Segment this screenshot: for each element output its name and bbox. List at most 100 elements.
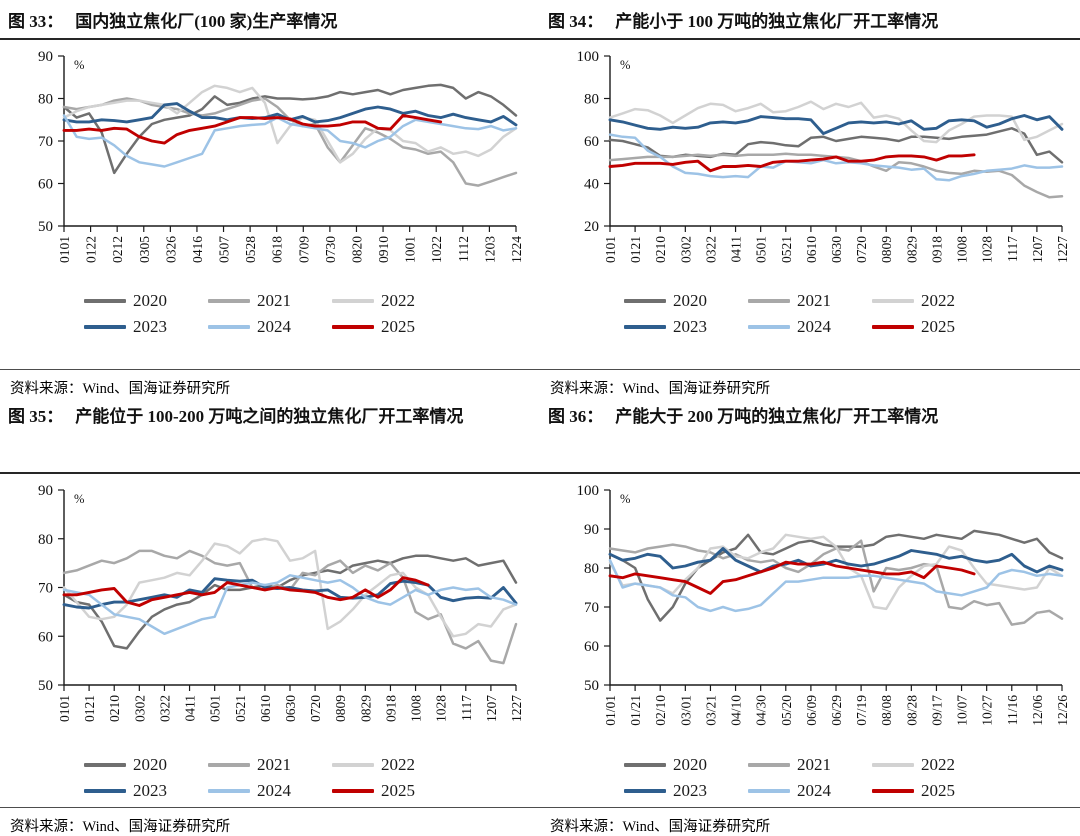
legend-label: 2023: [133, 317, 167, 336]
legend-item-2025: 2025: [332, 316, 456, 338]
x-axis-tick-label: 1028: [980, 236, 995, 263]
series-line-2021: [62, 97, 518, 187]
y-axis-tick-label: 40: [584, 177, 599, 193]
legend-swatch: [84, 299, 126, 303]
series-line-2022: [608, 100, 1064, 144]
y-axis-tick-label: 90: [584, 522, 599, 538]
x-axis-tick-label: 0302: [132, 695, 147, 722]
legend-item-2022: 2022: [332, 290, 456, 312]
legend-swatch: [332, 763, 374, 767]
legend-swatch: [332, 299, 374, 303]
legend-swatch: [84, 789, 126, 793]
legend-swatch: [84, 325, 126, 329]
line-chart-svg: 50 60 70 80 90 % 0101 0121 0210 0302 0322 0411 0501 0…: [38, 483, 524, 722]
x-axis-tick-label: 1203: [482, 236, 497, 263]
x-axis-tick-label: 0528: [243, 236, 258, 263]
legend-swatch: [208, 325, 250, 329]
x-axis-tick-label: 1117: [1005, 236, 1020, 262]
figure-title-area: 图 34： 产能小于 100 万吨的独立焦化厂开工率情况: [540, 6, 1080, 40]
x-axis-tick-label: 0709: [296, 236, 311, 263]
y-axis-unit-label: %: [74, 492, 84, 506]
legend-label: 2021: [797, 291, 831, 310]
figure-row-top: 图 33： 国内独立焦化厂(100 家)生产率情况 50 60 70 80 90% 0101…: [0, 6, 1080, 398]
figure-title-area: 图 36： 产能大于 200 万吨的独立焦化厂开工率情况: [540, 398, 1080, 474]
y-axis-unit-label: %: [74, 58, 84, 72]
x-axis-tick-label: 0121: [82, 695, 97, 722]
x-axis-tick-label: 1112: [456, 236, 471, 262]
x-axis-tick-label: 1227: [1055, 236, 1070, 263]
series-line-2023: [62, 102, 518, 127]
y-axis-unit-label: %: [620, 492, 630, 506]
legend-item-2021: 2021: [748, 290, 872, 312]
legend-label: 2020: [133, 291, 167, 310]
series-line-2025: [608, 560, 976, 595]
legend-label: 2022: [921, 291, 955, 310]
figure-title-area: 图 33： 国内独立焦化厂(100 家)生产率情况: [0, 6, 540, 40]
y-axis-tick-label: 80: [584, 561, 599, 577]
legend-item-2025: 2025: [872, 780, 996, 802]
axis-lines: [63, 56, 516, 227]
series-line-2024: [608, 133, 1064, 182]
source-row: 资料来源：Wind、国海证券研究所: [540, 369, 1080, 398]
x-axis-tick-label: 08/28: [904, 695, 919, 726]
legend-item-2021: 2021: [208, 290, 332, 312]
x-axis-tick-label: 0302: [678, 236, 693, 263]
x-axis-tick-label: 0829: [358, 695, 373, 722]
x-axis-tick-label: 11/16: [1005, 695, 1020, 725]
y-axis-tick-label: 50: [584, 678, 599, 694]
series-line-2025: [608, 153, 976, 173]
y-axis-tick-label: 80: [584, 92, 599, 108]
figure-title-text: 产能小于 100 万吨的独立焦化厂开工率情况: [615, 12, 939, 31]
legend-label: 2025: [921, 781, 955, 800]
legend-swatch: [624, 763, 666, 767]
legend-label: 2024: [797, 781, 831, 800]
legend-label: 2020: [133, 755, 167, 774]
x-axis-tick-label: 08/08: [879, 695, 894, 726]
x-axis-tick-label: 1001: [403, 236, 418, 263]
x-axis-tick-label: 0322: [157, 695, 172, 722]
x-axis-tick-label: 0416: [190, 236, 205, 263]
legend-swatch: [332, 325, 374, 329]
legend-item-2025: 2025: [332, 780, 456, 802]
x-axis-tick-label: 10/07: [955, 695, 970, 726]
chart-cell-fig33: 图 33： 国内独立焦化厂(100 家)生产率情况 50 60 70 80 90% 0101…: [0, 6, 540, 398]
x-axis-tick-label: 0610: [258, 695, 273, 722]
x-axis-tick-label: 0730: [323, 236, 338, 263]
x-axis-tick-label: 0322: [703, 236, 718, 263]
x-axis-tick-label: 0212: [110, 236, 125, 263]
x-axis-tick-label: 12/06: [1030, 695, 1045, 726]
figure-number-label: 图 35：: [8, 407, 64, 426]
legend-swatch: [208, 299, 250, 303]
x-axis-tick-label: 0210: [107, 695, 122, 722]
x-axis-tick-label: 0501: [754, 236, 769, 263]
figure-title-text: 产能大于 200 万吨的独立焦化厂开工率情况: [615, 407, 939, 426]
x-axis-tick-label: 01/01: [603, 695, 618, 726]
series-line-2024: [62, 574, 518, 636]
x-axis-tick-label: 0918: [383, 695, 398, 722]
legend-swatch: [748, 325, 790, 329]
legend-item-2025: 2025: [872, 316, 996, 338]
figure-title: 图 33： 国内独立焦化厂(100 家)生产率情况: [8, 9, 526, 35]
series-line-2020: [62, 554, 518, 650]
figure-number-label: 图 33：: [8, 12, 64, 31]
y-axis-tick-label: 60: [584, 639, 599, 655]
legend-label: 2024: [797, 317, 831, 336]
series-line-2021: [608, 152, 1064, 199]
x-axis-tick-label: 0610: [804, 236, 819, 263]
legend-label: 2024: [257, 781, 291, 800]
x-axis-tick-label: 03/21: [703, 695, 718, 726]
figure-title: 图 36： 产能大于 200 万吨的独立焦化厂开工率情况: [548, 404, 1066, 430]
chart-cell-fig35: 图 35： 产能位于 100-200 万吨之间的独立焦化厂开工率情况 50 60 70…: [0, 398, 540, 836]
x-axis-tick-label: 0630: [283, 695, 298, 722]
legend-swatch: [84, 763, 126, 767]
legend-swatch: [332, 789, 374, 793]
x-axis-tick-label: 0910: [376, 236, 391, 263]
legend-item-2022: 2022: [872, 290, 996, 312]
x-axis-tick-label: 0809: [333, 695, 348, 722]
legend-item-2022: 2022: [332, 754, 456, 776]
series-line-2022: [62, 84, 518, 164]
series-line-2024: [608, 558, 1064, 613]
series-line-2023: [608, 114, 1064, 136]
figure-title-area: 图 35： 产能位于 100-200 万吨之间的独立焦化厂开工率情况: [0, 398, 540, 474]
source-row: 资料来源：Wind、国海证券研究所: [540, 807, 1080, 836]
